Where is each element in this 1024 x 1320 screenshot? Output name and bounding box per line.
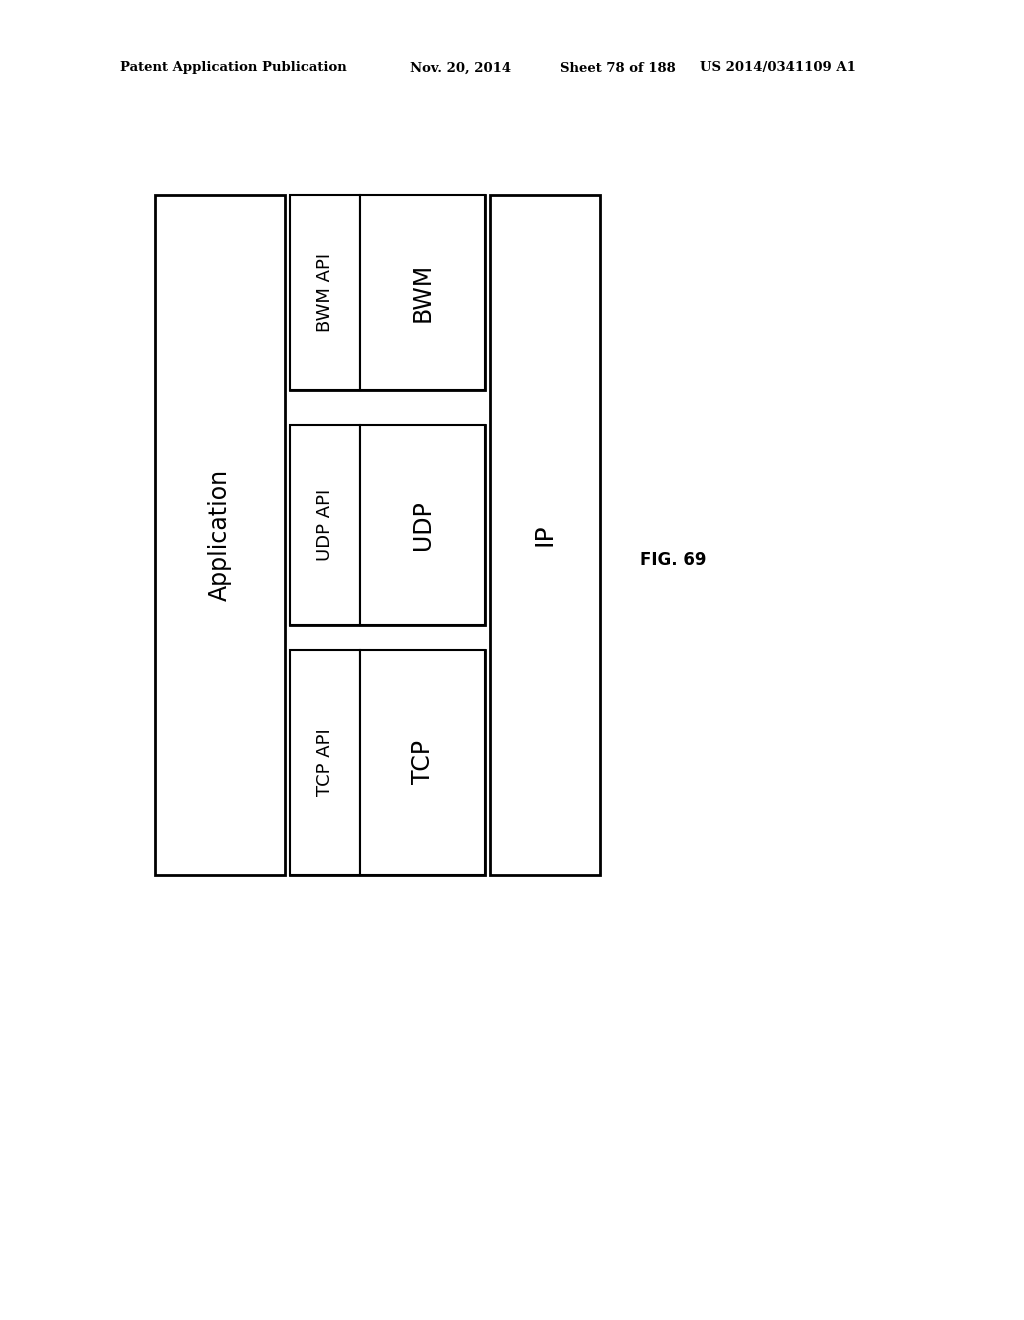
Bar xyxy=(360,649,485,875)
Bar xyxy=(490,195,600,875)
Bar xyxy=(290,195,360,389)
Bar xyxy=(360,425,485,624)
Text: UDP API: UDP API xyxy=(316,488,334,561)
Bar xyxy=(290,425,360,624)
Text: UDP: UDP xyxy=(411,500,434,550)
Text: BWM: BWM xyxy=(411,263,434,322)
Text: BWM API: BWM API xyxy=(316,253,334,333)
Text: IP: IP xyxy=(534,524,557,546)
Text: TCP: TCP xyxy=(411,741,434,784)
Bar xyxy=(290,425,485,624)
Text: Nov. 20, 2014: Nov. 20, 2014 xyxy=(410,62,511,74)
Text: US 2014/0341109 A1: US 2014/0341109 A1 xyxy=(700,62,856,74)
Bar xyxy=(290,649,360,875)
Text: FIG. 69: FIG. 69 xyxy=(640,550,707,569)
Bar xyxy=(360,195,485,389)
Text: TCP API: TCP API xyxy=(316,729,334,796)
Bar xyxy=(290,195,485,389)
Text: Patent Application Publication: Patent Application Publication xyxy=(120,62,347,74)
Bar xyxy=(155,195,285,875)
Bar xyxy=(290,649,485,875)
Text: Application: Application xyxy=(208,469,232,601)
Text: Sheet 78 of 188: Sheet 78 of 188 xyxy=(560,62,676,74)
